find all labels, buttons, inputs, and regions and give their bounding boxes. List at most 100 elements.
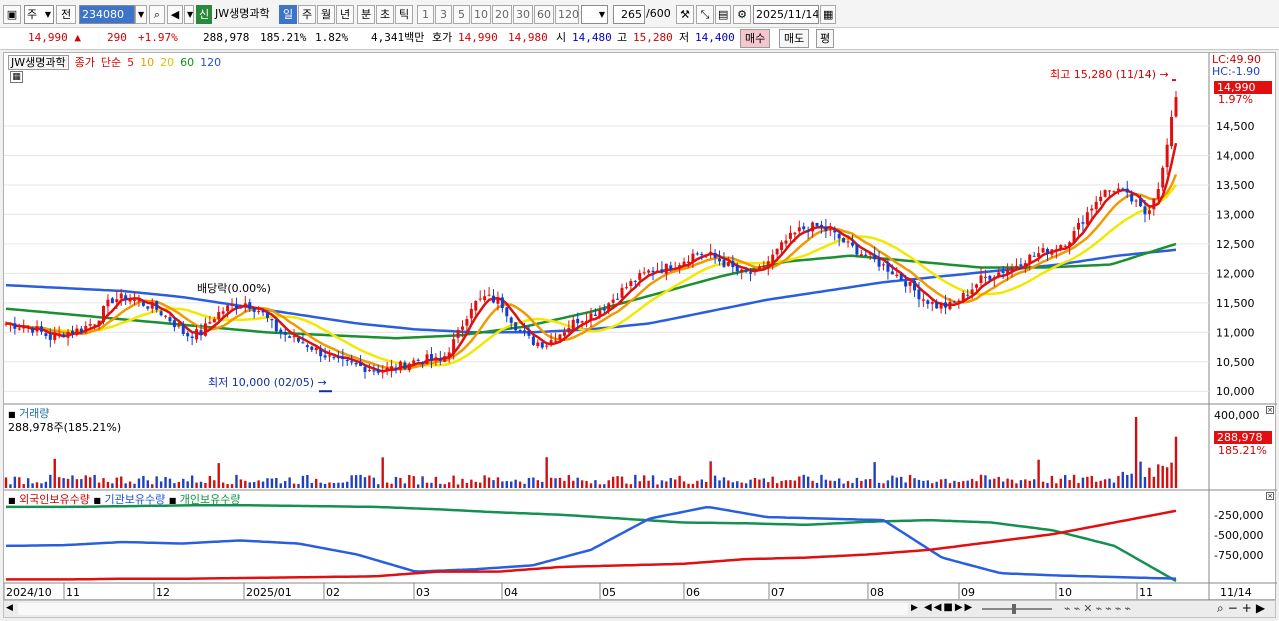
- search-icon[interactable]: ⌕: [149, 5, 165, 24]
- candle: [930, 302, 934, 304]
- candle: [199, 330, 203, 335]
- speaker-icon[interactable]: ◀: [167, 5, 183, 24]
- scroll-right-icon[interactable]: ▶: [911, 603, 918, 613]
- volume-bar: [257, 480, 260, 488]
- period-year-tab[interactable]: 년: [336, 5, 354, 24]
- period-minute-tab[interactable]: 분: [357, 5, 375, 24]
- interval-20[interactable]: 20: [492, 5, 512, 24]
- calendar-icon[interactable]: ▦: [820, 5, 836, 24]
- count-input[interactable]: 265: [613, 5, 645, 24]
- chevron-down-icon[interactable]: ▼: [135, 5, 147, 24]
- save-icon[interactable]: ▤: [715, 5, 731, 24]
- pane-close-icon[interactable]: ×: [1266, 492, 1274, 500]
- volume-bar: [798, 476, 801, 488]
- candle: [523, 330, 527, 332]
- volume-bar: [57, 477, 61, 488]
- volume-bar: [18, 477, 21, 488]
- period-month-tab[interactable]: 월: [317, 5, 335, 24]
- window-menu-icon[interactable]: ▣: [3, 5, 21, 24]
- candle: [159, 311, 163, 316]
- volume-bar: [536, 480, 540, 488]
- interval-10[interactable]: 10: [471, 5, 491, 24]
- interval-5[interactable]: 5: [453, 5, 470, 24]
- interval-3[interactable]: 3: [435, 5, 452, 24]
- zoom-in-icon[interactable]: +: [1241, 601, 1256, 615]
- table-toggle-icon[interactable]: ▦: [10, 71, 23, 83]
- volume-bar: [505, 481, 508, 488]
- volume-pane-title: ■ 거래량: [8, 405, 49, 421]
- interval-1[interactable]: 1: [417, 5, 434, 24]
- volume-bar: [713, 475, 717, 488]
- buy-button[interactable]: 매수: [740, 29, 771, 48]
- scroll-end-icon[interactable]: ▶: [1255, 601, 1270, 615]
- candle: [1010, 266, 1014, 272]
- period-day-tab[interactable]: 일: [279, 5, 297, 24]
- chart-canvas[interactable]: 14,500 14,000 13,500 13,000 12,500 12,000 11,5…: [4, 53, 1277, 601]
- chart-area[interactable]: 14,500 14,000 13,500 13,000 12,500 12,000 11,5…: [3, 52, 1277, 601]
- zoom-out-icon[interactable]: −: [1227, 601, 1242, 615]
- chevron-down-icon[interactable]: ▼: [184, 5, 194, 24]
- candle: [913, 281, 917, 291]
- chart-tools[interactable]: ⌁⌁✕⌁⌁⌁⌁: [1064, 602, 1134, 615]
- candle: [709, 251, 713, 256]
- volume-bar: [62, 478, 65, 488]
- candle: [554, 340, 558, 342]
- candle: [119, 293, 123, 299]
- candle: [106, 299, 110, 307]
- scroll-track[interactable]: [18, 603, 908, 615]
- volume-bar: [545, 457, 548, 488]
- volume-bar: [496, 477, 500, 488]
- candle: [500, 297, 504, 309]
- candle: [842, 237, 846, 243]
- volume-bar: [66, 478, 70, 488]
- legend-ma5[interactable]: 5: [127, 56, 135, 69]
- volume-bar: [891, 475, 894, 488]
- interval-30[interactable]: 30: [513, 5, 533, 24]
- date-input[interactable]: 2025/11/14: [753, 5, 819, 24]
- candle: [359, 362, 363, 367]
- candle: [713, 252, 717, 258]
- volume-bar: [1165, 467, 1169, 488]
- zoom-controls[interactable]: ⌕−+▶: [1217, 601, 1269, 616]
- legend-ma10[interactable]: 10: [140, 56, 155, 69]
- pane-close-icon[interactable]: ×: [1266, 406, 1274, 414]
- rewind-icon[interactable]: ◀◀: [924, 602, 944, 613]
- interval-custom-input[interactable]: ▼: [581, 5, 608, 24]
- candle: [873, 254, 877, 260]
- sell-button[interactable]: 매도: [779, 29, 810, 48]
- scroll-left-icon[interactable]: ◀: [6, 603, 13, 613]
- chart-scrollbar[interactable]: ◀ ▶ ◀◀■▶▶ ⌁⌁✕⌁⌁⌁⌁ ⌕−+▶: [3, 600, 1276, 618]
- candle: [585, 321, 589, 323]
- volume-bar: [820, 474, 823, 488]
- stock-code-input[interactable]: 234080: [79, 5, 135, 24]
- legend-stock-name[interactable]: JW생명과학: [8, 55, 69, 70]
- legend-ma60[interactable]: 60: [180, 56, 195, 69]
- prev-button[interactable]: 전: [56, 5, 76, 24]
- indicator-icon[interactable]: ⚒: [676, 5, 694, 24]
- interval-120[interactable]: 120: [555, 5, 579, 24]
- zoom-slider[interactable]: [982, 608, 1052, 610]
- playback-controls[interactable]: ◀◀■▶▶: [924, 602, 974, 613]
- legend-ma20[interactable]: 20: [160, 56, 175, 69]
- market-select[interactable]: 주 ▼: [24, 5, 54, 24]
- zoom-slider-handle[interactable]: [1012, 604, 1016, 614]
- draw-tool-icon[interactable]: ⤡: [696, 5, 714, 24]
- gear-icon[interactable]: ⚙: [733, 5, 751, 24]
- legend-ma120[interactable]: 120: [200, 56, 222, 69]
- volume-bar: [408, 474, 411, 488]
- eval-button[interactable]: 평: [816, 29, 835, 48]
- candle: [425, 354, 429, 364]
- interval-60[interactable]: 60: [534, 5, 554, 24]
- stop-icon[interactable]: ■: [943, 602, 955, 613]
- candle: [345, 360, 349, 362]
- candle: [1037, 253, 1041, 257]
- period-week-tab[interactable]: 주: [298, 5, 316, 24]
- candle: [137, 300, 141, 302]
- forward-icon[interactable]: ▶▶: [954, 602, 975, 613]
- period-tick-tab[interactable]: 틱: [395, 5, 413, 24]
- candle: [44, 333, 48, 337]
- tool-icon[interactable]: ⌁⌁✕⌁⌁⌁⌁: [1064, 602, 1134, 615]
- period-second-tab[interactable]: 초: [376, 5, 394, 24]
- volume-bar: [691, 483, 695, 488]
- zoom-search-icon[interactable]: ⌕: [1217, 601, 1228, 615]
